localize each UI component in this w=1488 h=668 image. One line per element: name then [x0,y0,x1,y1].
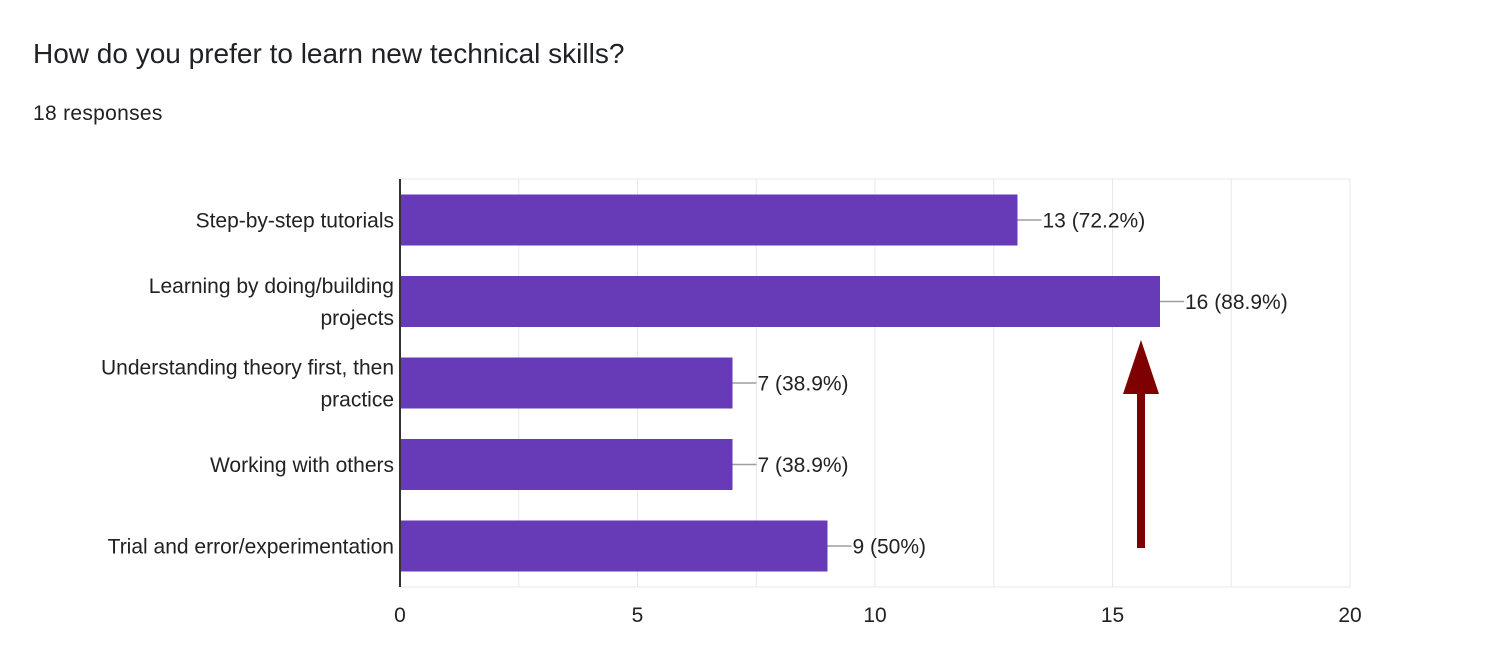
data-label: 9 (50%) [853,536,927,559]
question-title: How do you prefer to learn new technical… [33,38,625,69]
x-tick-label: 15 [1101,604,1124,627]
x-tick-label: 10 [863,604,886,627]
data-label: 16 (88.9%) [1185,291,1288,314]
data-label: 7 (38.9%) [758,454,849,477]
category-label: Step-by-step tutorials [196,210,394,233]
data-label: 7 (38.9%) [758,373,849,396]
category-label: projects [320,307,394,330]
bar [400,357,733,409]
data-label: 13 (72.2%) [1043,210,1146,233]
bar [400,276,1160,327]
category-label: Understanding theory first, then [101,357,394,380]
category-label: Learning by doing/building [149,275,394,298]
category-label: Working with others [210,454,394,477]
bar [400,439,733,490]
bar [400,194,1018,246]
category-label: Trial and error/experimentation [108,536,394,559]
annotation-arrow-head [1123,340,1159,394]
response-count: 18 responses [33,102,163,125]
bar [400,520,828,572]
category-label: practice [320,389,394,412]
x-tick-label: 5 [632,604,644,627]
x-tick-label: 20 [1338,604,1361,627]
x-tick-label: 0 [394,604,406,627]
